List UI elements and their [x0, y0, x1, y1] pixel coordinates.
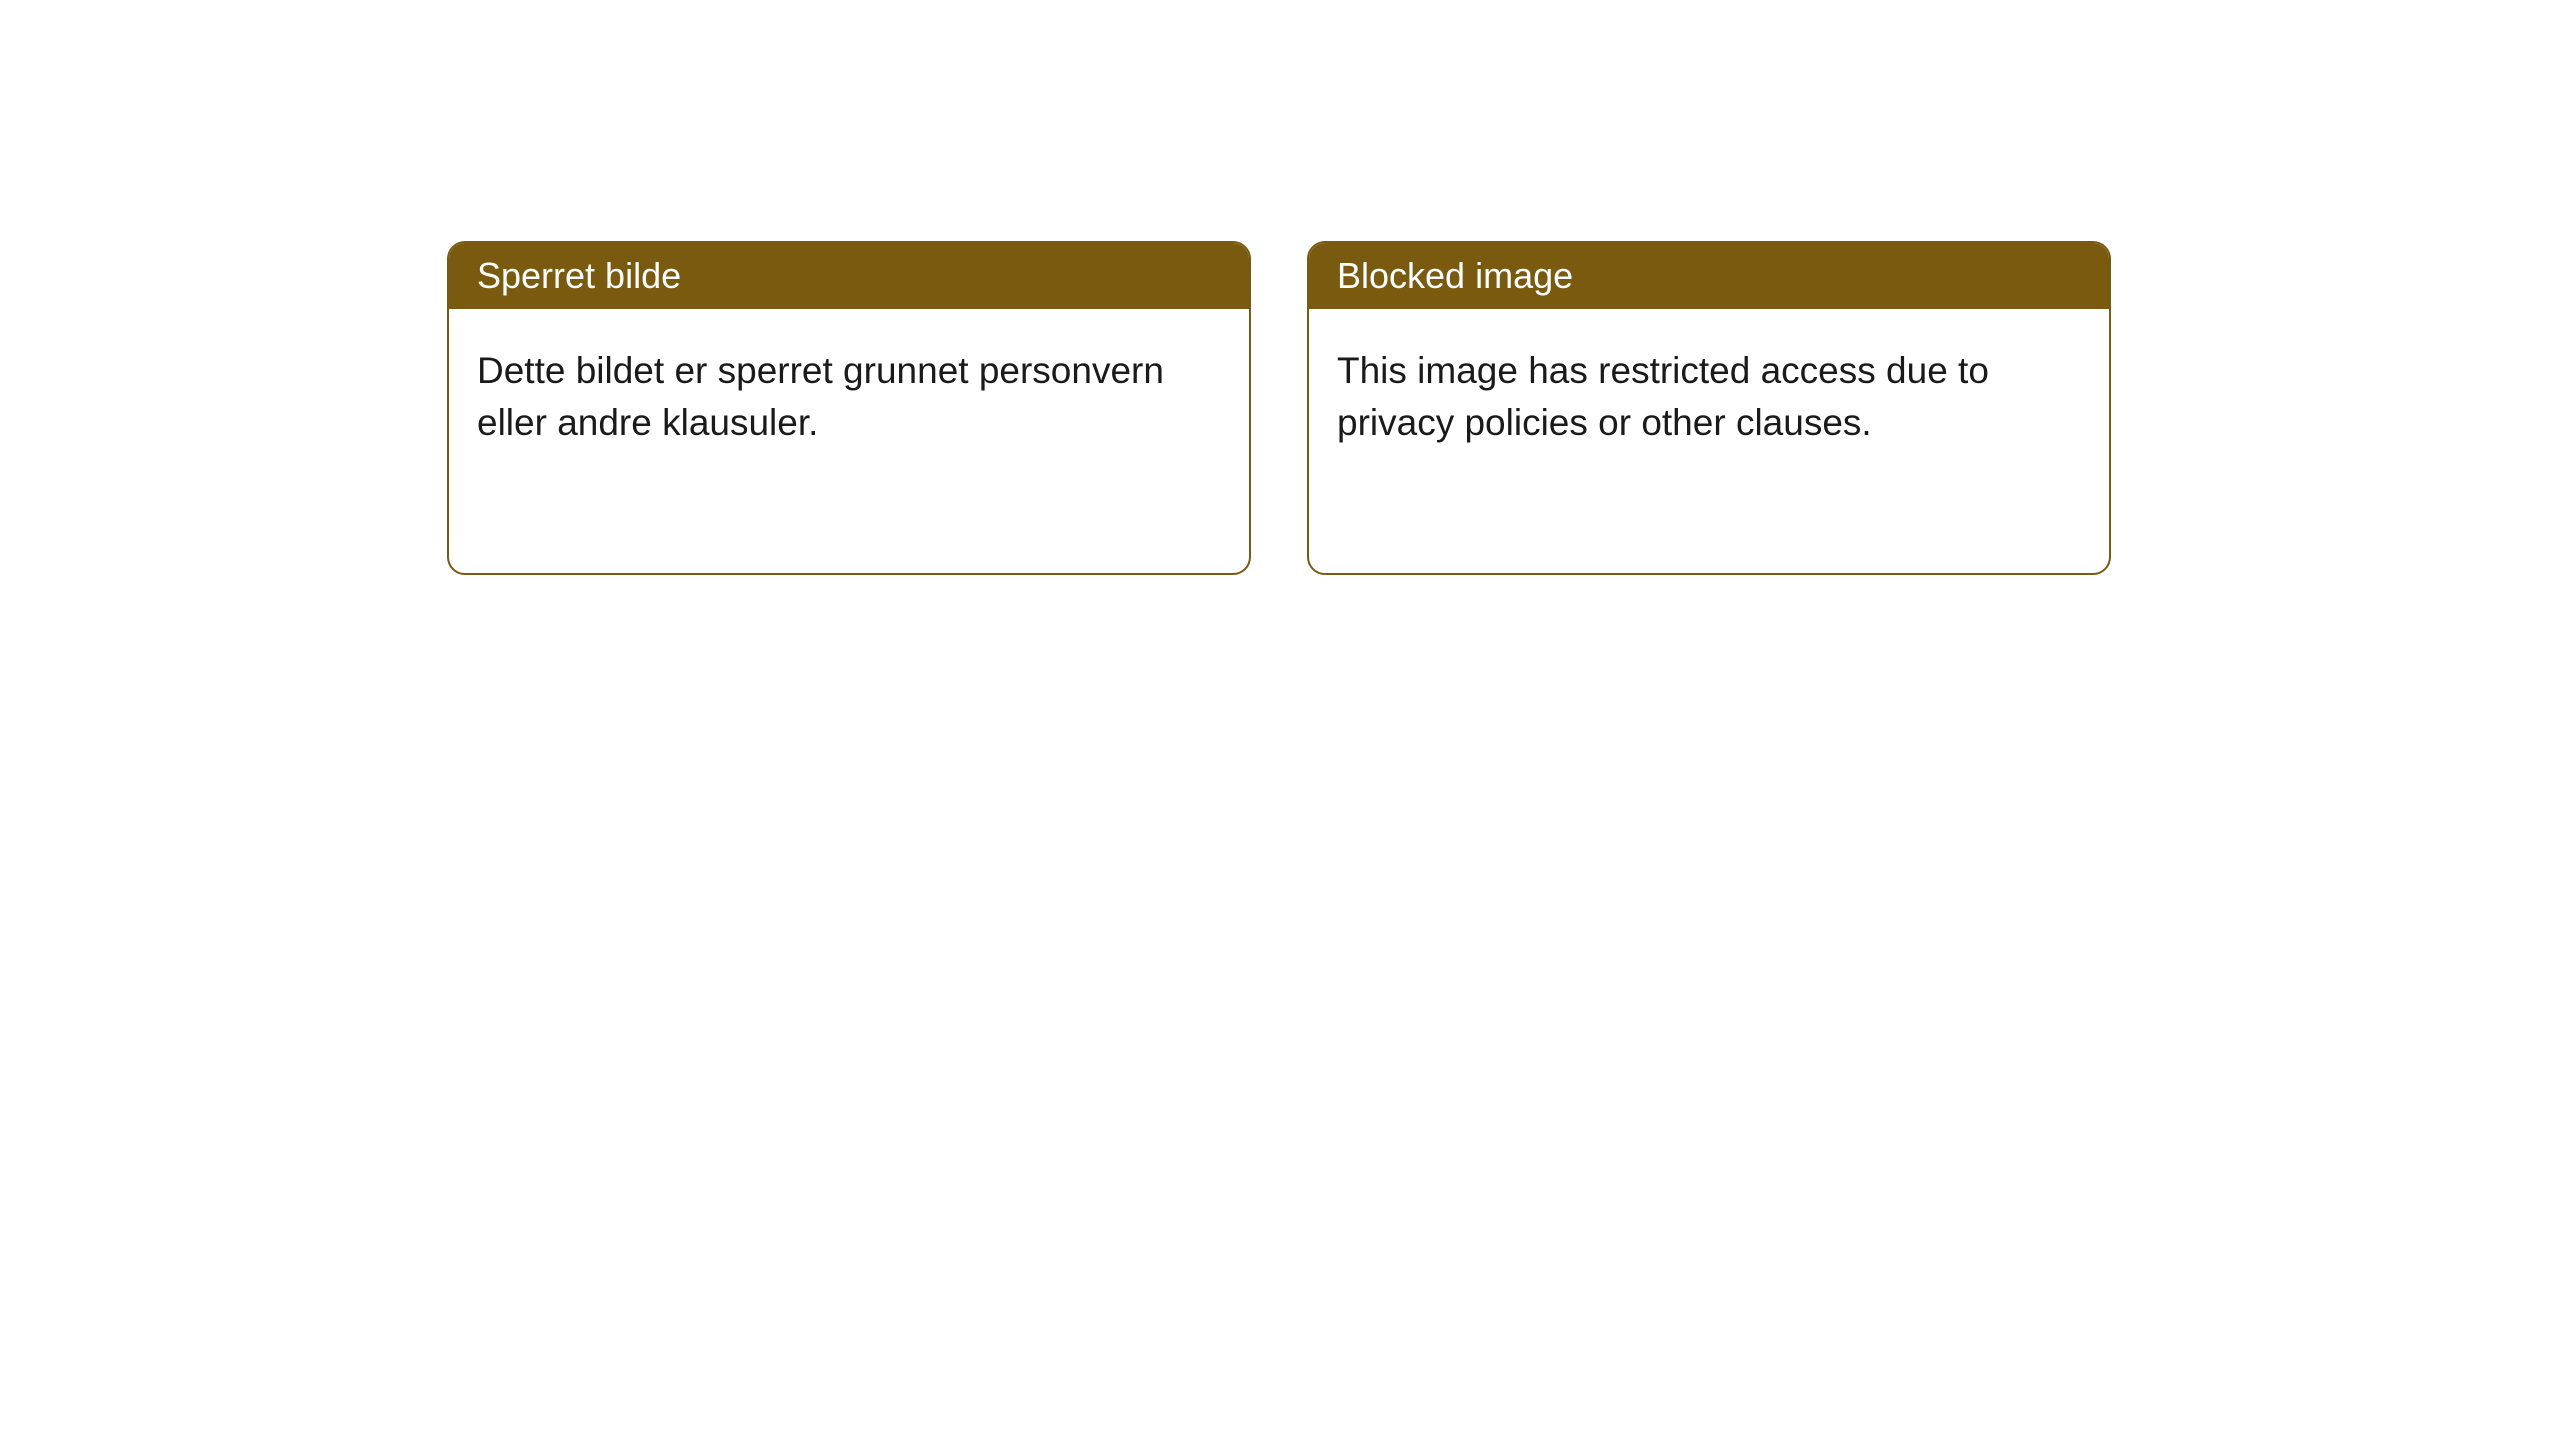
card-body-text: This image has restricted access due to …	[1337, 350, 1989, 443]
card-title: Sperret bilde	[477, 255, 681, 296]
blocked-image-card-no: Sperret bilde Dette bildet er sperret gr…	[447, 241, 1251, 575]
card-body: This image has restricted access due to …	[1309, 309, 2109, 485]
notice-container: Sperret bilde Dette bildet er sperret gr…	[0, 0, 2560, 575]
card-header: Blocked image	[1309, 243, 2109, 309]
card-body-text: Dette bildet er sperret grunnet personve…	[477, 350, 1164, 443]
blocked-image-card-en: Blocked image This image has restricted …	[1307, 241, 2111, 575]
card-header: Sperret bilde	[449, 243, 1249, 309]
card-title: Blocked image	[1337, 255, 1573, 296]
card-body: Dette bildet er sperret grunnet personve…	[449, 309, 1249, 485]
